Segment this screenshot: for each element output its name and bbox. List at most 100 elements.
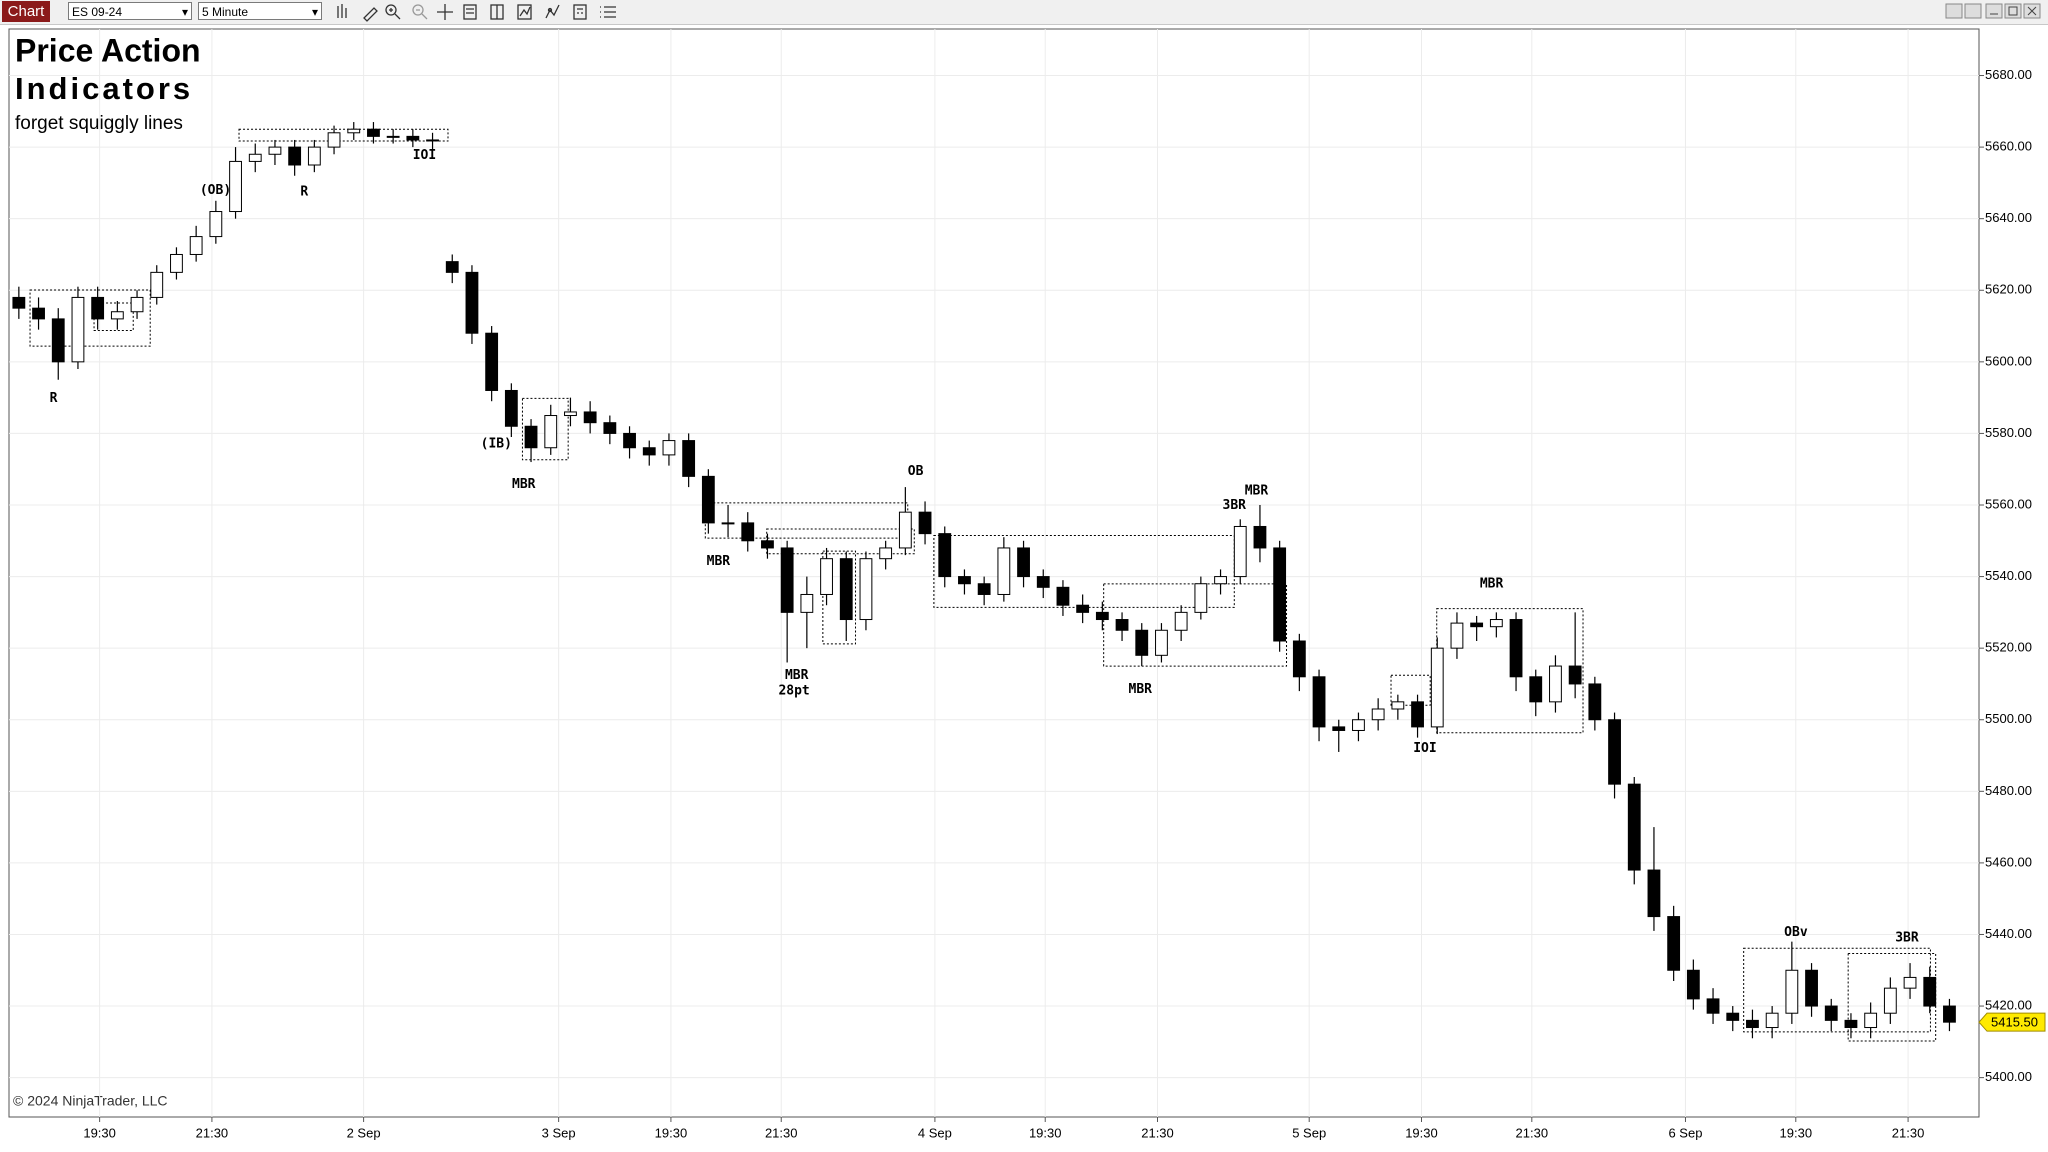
candle-body bbox=[524, 425, 538, 449]
x-tick-label: 21:30 bbox=[1141, 1125, 1174, 1140]
candle-body bbox=[603, 422, 617, 434]
candle-body bbox=[1095, 611, 1109, 621]
candle-body bbox=[1174, 611, 1188, 631]
candle-body bbox=[1489, 619, 1503, 628]
x-tick-label: 19:30 bbox=[1405, 1125, 1438, 1140]
candle-body bbox=[1706, 998, 1720, 1014]
zoom-in-icon[interactable] bbox=[385, 4, 401, 20]
candle-body bbox=[1726, 1012, 1740, 1021]
candle-body bbox=[1549, 665, 1562, 703]
candle-body bbox=[209, 211, 223, 238]
restore-button[interactable] bbox=[2004, 3, 2022, 19]
candle-body bbox=[130, 296, 144, 313]
candle-body bbox=[1135, 629, 1149, 656]
x-tick-label: 19:30 bbox=[83, 1125, 116, 1140]
candle-body bbox=[1765, 1012, 1779, 1029]
y-tick-label: 5400.00 bbox=[1985, 1069, 2032, 1084]
candle-body bbox=[1017, 547, 1030, 578]
chart-button[interactable]: Chart bbox=[2, 1, 50, 22]
bars-icon[interactable] bbox=[337, 4, 347, 18]
range-box bbox=[1103, 583, 1288, 667]
candle-body bbox=[938, 533, 952, 578]
annotation: MBR bbox=[707, 554, 731, 569]
annotation: MBR bbox=[1245, 484, 1269, 499]
candle-body bbox=[1568, 665, 1582, 685]
annotation: OB bbox=[908, 464, 924, 479]
y-tick-label: 5420.00 bbox=[1985, 997, 2032, 1012]
minimize-button[interactable] bbox=[1985, 3, 2003, 19]
candle-body bbox=[229, 160, 242, 213]
annotation: 28pt bbox=[778, 683, 809, 698]
candle-body bbox=[859, 558, 873, 621]
x-tick-label: 19:30 bbox=[1029, 1125, 1062, 1140]
strategies-icon[interactable] bbox=[545, 4, 560, 19]
annotation: IOI bbox=[1413, 741, 1436, 756]
y-tick-label: 5520.00 bbox=[1985, 640, 2032, 655]
candle-body bbox=[997, 547, 1011, 595]
x-tick-label: 2 Sep bbox=[347, 1125, 381, 1140]
interval-select[interactable]: 5 Minute bbox=[198, 2, 322, 21]
candle-body bbox=[1233, 525, 1247, 578]
y-tick-label: 5580.00 bbox=[1985, 425, 2032, 440]
candle-body bbox=[150, 271, 164, 298]
candle-body bbox=[879, 547, 893, 560]
annotation: MBR bbox=[512, 477, 536, 492]
candle-body bbox=[1332, 726, 1346, 731]
y-tick-label: 5480.00 bbox=[1985, 783, 2032, 798]
crosshair-icon[interactable] bbox=[437, 4, 453, 20]
chart: Price Action Indicators forget squiggly … bbox=[8, 28, 2046, 1140]
candle-body bbox=[1253, 525, 1267, 549]
layout-button[interactable] bbox=[1945, 3, 1963, 19]
candle-body bbox=[1608, 719, 1621, 785]
candle-body bbox=[800, 593, 814, 613]
annotation: MBR bbox=[785, 668, 809, 683]
candle-body bbox=[51, 318, 65, 363]
candle-body bbox=[564, 411, 577, 417]
y-tick-label: 5460.00 bbox=[1985, 854, 2032, 869]
candle-body bbox=[1292, 640, 1306, 678]
annotation: R bbox=[300, 185, 308, 200]
last-price-badge bbox=[1978, 1012, 2046, 1032]
calculator-icon[interactable] bbox=[573, 4, 587, 20]
properties-icon[interactable] bbox=[463, 4, 477, 20]
candle-body bbox=[1667, 916, 1681, 971]
candle-body bbox=[288, 146, 302, 166]
candle-body bbox=[110, 311, 124, 320]
candle-body bbox=[327, 132, 341, 148]
annotation: R bbox=[50, 391, 58, 406]
plot-frame bbox=[8, 28, 1980, 1118]
x-tick-label: 6 Sep bbox=[1668, 1125, 1702, 1140]
candle-body bbox=[682, 440, 696, 477]
y-tick-label: 5500.00 bbox=[1985, 711, 2032, 726]
range-box bbox=[1390, 674, 1431, 706]
draw-icon[interactable] bbox=[363, 7, 378, 22]
candle-body bbox=[1450, 622, 1464, 649]
candle-body bbox=[1155, 629, 1168, 656]
list-icon[interactable] bbox=[600, 6, 616, 18]
data-box-icon[interactable] bbox=[490, 4, 504, 20]
x-tick-label: 21:30 bbox=[196, 1125, 229, 1140]
candle-body bbox=[544, 415, 558, 449]
candle-body bbox=[898, 511, 912, 549]
candle-body bbox=[1923, 976, 1937, 1007]
range-box bbox=[1436, 608, 1584, 734]
instrument-select[interactable]: ES 09-24 bbox=[68, 2, 192, 21]
indicators-icon[interactable] bbox=[517, 4, 532, 20]
candle-body bbox=[623, 432, 636, 449]
candle-body bbox=[1805, 969, 1818, 1007]
candle-body bbox=[32, 307, 45, 320]
layout-button[interactable] bbox=[1964, 3, 1982, 19]
x-tick-label: 21:30 bbox=[1516, 1125, 1549, 1140]
annotation: (IB) bbox=[481, 437, 512, 452]
x-tick-label: 21:30 bbox=[1892, 1125, 1925, 1140]
zoom-out-icon[interactable] bbox=[412, 4, 428, 20]
candle-body bbox=[485, 332, 499, 391]
candle-body bbox=[1056, 586, 1070, 606]
candle-body bbox=[741, 522, 755, 542]
candle-body bbox=[1746, 1019, 1759, 1029]
candle-body bbox=[1509, 619, 1523, 678]
candle-body bbox=[406, 135, 420, 141]
candle-body bbox=[91, 296, 105, 320]
candle-body bbox=[1943, 1005, 1956, 1023]
